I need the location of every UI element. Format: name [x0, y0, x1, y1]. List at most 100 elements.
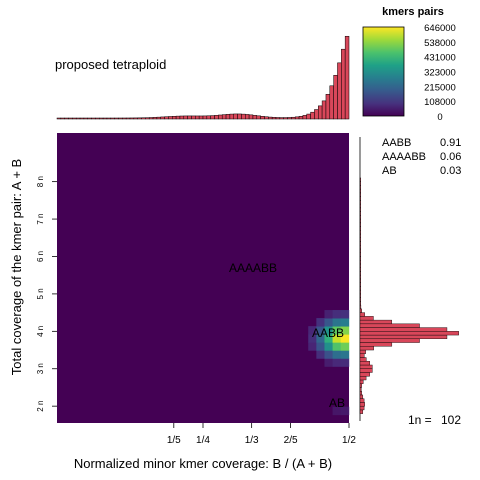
top-histogram-bar — [145, 117, 150, 120]
subtitle: proposed tetraploid — [55, 57, 166, 72]
right-histogram-bar — [359, 215, 361, 220]
heatmap-cell — [316, 334, 325, 343]
right-histogram-bar — [359, 241, 361, 246]
top-histogram-bar — [79, 117, 85, 120]
heatmap-cell — [332, 406, 342, 416]
right-histogram-bar — [359, 319, 392, 325]
heatmap-cell — [340, 310, 350, 319]
heatmap-cell — [316, 342, 325, 351]
right-histogram-bar — [359, 349, 366, 354]
heatmap-cell — [324, 350, 333, 359]
right-histogram — [359, 137, 459, 421]
heatmap-cell — [332, 342, 342, 351]
heatmap-cell — [324, 358, 333, 367]
top-histogram-bar — [318, 105, 323, 120]
top-histogram-bar — [164, 116, 169, 120]
y-axis-label: Total coverage of the kmer pair: A + B — [9, 159, 24, 375]
right-histogram-bar — [359, 376, 367, 381]
y-tick-label: 7 n — [36, 214, 45, 225]
top-histogram-bar — [229, 113, 234, 120]
right-histogram-bar — [359, 237, 361, 242]
top-histogram-bar — [256, 115, 261, 120]
heatmap-cell — [308, 326, 317, 335]
top-histogram-bar — [260, 116, 265, 120]
x-tick-label: 1/5 — [167, 435, 181, 446]
top-histogram-bar — [241, 113, 246, 120]
right-histogram-bar — [359, 338, 420, 343]
right-histogram-bar — [359, 334, 448, 340]
right-histogram-bar — [359, 402, 365, 407]
right-histogram-bar — [359, 372, 370, 377]
top-histogram-bar — [225, 114, 231, 120]
right-histogram-bar — [359, 398, 365, 403]
right-histogram-bar — [359, 364, 373, 369]
top-histogram-bar — [221, 114, 227, 120]
heatmap-panel — [57, 133, 350, 423]
legend-label: 108000 — [424, 97, 456, 108]
x-tick-label: 1/3 — [245, 435, 259, 446]
heatmap-cell — [332, 310, 342, 319]
top-histogram-bar — [195, 115, 200, 120]
heatmap-cell — [340, 342, 350, 351]
top-histogram-bar — [341, 48, 346, 120]
legend-label: 538000 — [424, 38, 456, 49]
top-histogram-bar — [75, 117, 81, 120]
haploid-coverage-label: 1n = — [408, 413, 432, 427]
top-histogram-bar — [68, 117, 73, 120]
prop-label-aabb: AABB — [382, 137, 411, 149]
top-histogram-bar — [206, 115, 211, 120]
top-histogram-bar — [129, 117, 135, 120]
right-histogram-bar — [359, 383, 362, 388]
top-histogram-bar — [198, 115, 204, 120]
top-histogram-bar — [106, 117, 112, 120]
top-histogram-bar — [294, 116, 300, 120]
right-histogram-bar — [359, 289, 361, 295]
top-histogram-bar — [306, 113, 311, 120]
right-histogram-bar — [359, 196, 361, 201]
top-histogram-bar — [133, 117, 138, 120]
right-histogram-bar — [359, 409, 364, 414]
top-histogram-bar — [60, 117, 65, 120]
x-tick-label: 1/4 — [196, 435, 210, 446]
right-histogram-bar — [359, 185, 361, 190]
heatmap-cell — [308, 342, 317, 351]
right-histogram-bar — [359, 245, 361, 250]
right-histogram-bar — [359, 342, 393, 347]
right-histogram-bar — [359, 361, 370, 366]
y-tick-label: 2 n — [36, 401, 45, 412]
right-histogram-bar — [359, 218, 361, 224]
top-histogram-bar — [248, 114, 254, 120]
heatmap-background — [57, 133, 349, 423]
heatmap-cell — [340, 358, 350, 367]
legend-label: 0 — [437, 112, 442, 123]
top-histogram-bar — [183, 115, 188, 120]
y-tick-label: 5 n — [36, 288, 45, 299]
heatmap-cell — [324, 334, 333, 343]
top-histogram-bar — [91, 117, 96, 120]
top-histogram-bar — [344, 35, 350, 120]
right-histogram-bar — [359, 274, 361, 280]
right-histogram-bar — [359, 222, 361, 227]
right-histogram-bar — [359, 256, 361, 261]
top-histogram-bar — [333, 75, 338, 120]
right-histogram-bar — [359, 181, 361, 186]
heatmap-annotations: AAAABB AABB AB — [229, 261, 345, 410]
right-histogram-bar — [359, 308, 362, 313]
legend-label: 431000 — [424, 53, 456, 64]
top-histogram-bar — [310, 111, 315, 120]
annotation-aaaabb: AAAABB — [229, 261, 277, 275]
heatmap-cell — [308, 334, 317, 343]
top-histogram-bar — [291, 116, 296, 120]
prop-value-ab: 0.03 — [440, 165, 461, 177]
top-histogram-bar — [64, 117, 69, 120]
top-histogram-bar — [245, 114, 250, 120]
proportions-table: AABB 0.91 AAAABB 0.06 AB 0.03 — [382, 137, 461, 177]
right-histogram-bar — [359, 301, 361, 306]
legend-label: 323000 — [424, 68, 456, 79]
top-histogram-bar — [95, 117, 100, 120]
right-histogram-bar — [359, 200, 361, 205]
x-axis-label: Normalized minor kmer coverage: B / (A +… — [74, 456, 332, 471]
right-histogram-bar — [359, 368, 373, 373]
legend-title: kmers pairs — [382, 6, 444, 18]
